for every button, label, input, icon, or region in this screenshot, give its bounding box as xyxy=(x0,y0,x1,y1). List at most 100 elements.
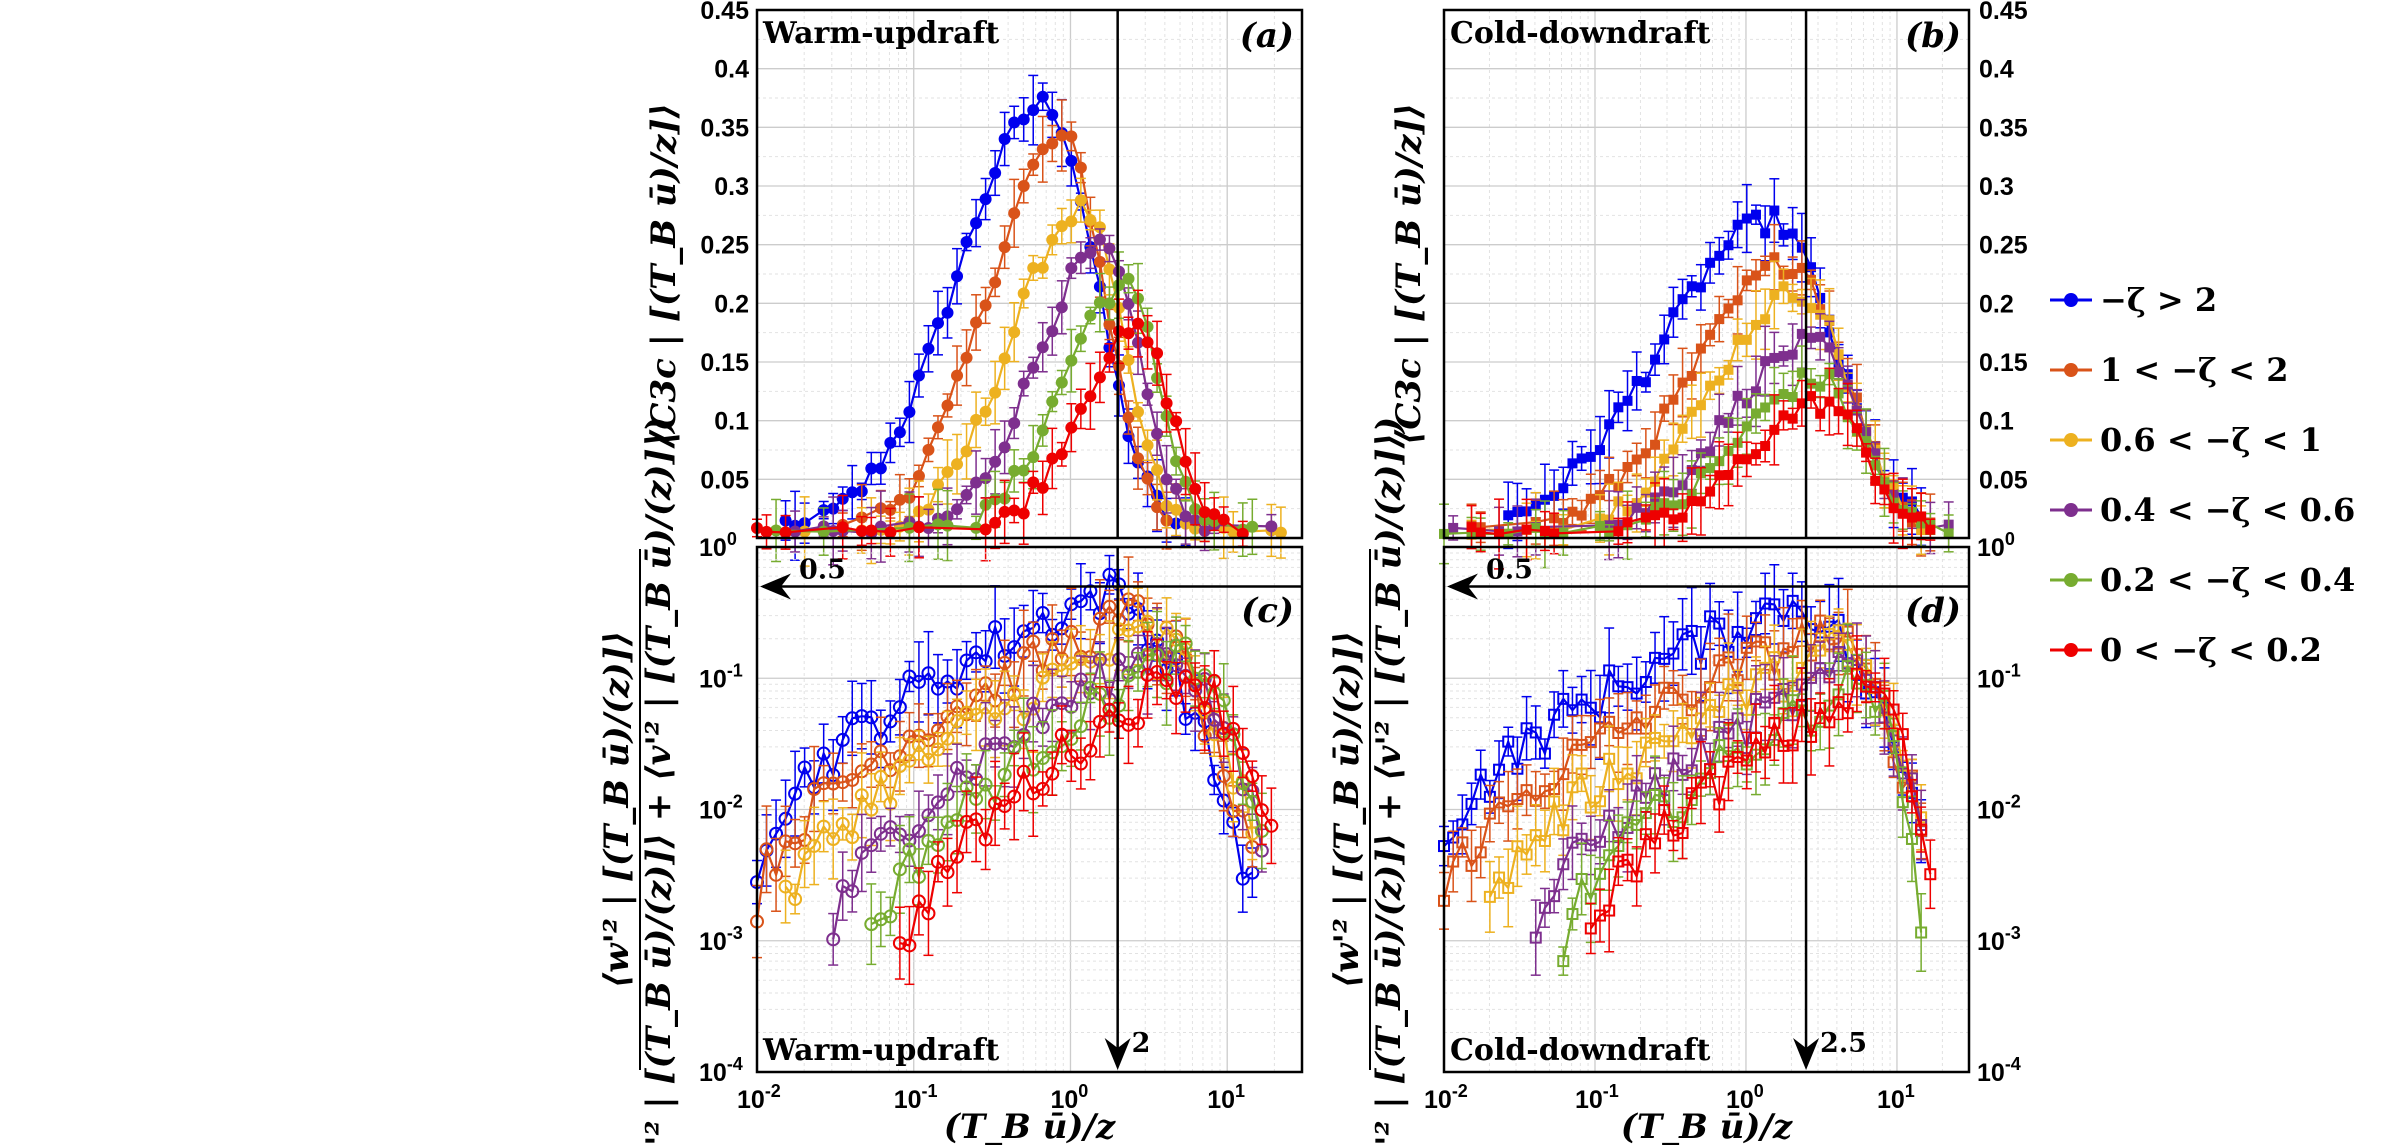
data-point xyxy=(1677,294,1688,305)
data-point xyxy=(1448,522,1459,533)
data-point xyxy=(1046,325,1059,338)
data-point xyxy=(770,524,783,537)
data-point xyxy=(1046,108,1059,121)
data-point xyxy=(1520,784,1533,797)
axes-frame xyxy=(755,8,1304,540)
data-point xyxy=(1493,871,1506,884)
data-point xyxy=(1685,787,1698,800)
data-point xyxy=(769,867,784,882)
data-point xyxy=(940,865,955,880)
data-point xyxy=(950,760,965,775)
data-point xyxy=(883,820,898,835)
data-point xyxy=(1824,342,1835,353)
data-point xyxy=(1613,402,1624,413)
y-tick-label: 10-2 xyxy=(699,792,743,825)
data-point xyxy=(1796,328,1807,339)
data-point xyxy=(1622,517,1633,528)
data-point xyxy=(1111,622,1126,637)
data-point xyxy=(1151,347,1164,360)
data-point xyxy=(1539,494,1550,505)
data-point xyxy=(1732,219,1743,230)
data-point xyxy=(1796,367,1807,378)
data-point xyxy=(864,802,879,817)
data-point xyxy=(1814,702,1827,715)
data-point xyxy=(1639,828,1652,841)
data-point xyxy=(970,413,983,426)
data-point xyxy=(1483,890,1496,903)
data-point xyxy=(1511,792,1524,805)
data-point xyxy=(1924,868,1937,881)
data-point xyxy=(1713,739,1726,752)
data-point xyxy=(1943,528,1954,539)
data-point xyxy=(997,655,1012,670)
data-point xyxy=(1677,423,1688,434)
data-point xyxy=(912,521,925,534)
data-point xyxy=(1073,672,1088,687)
data-point xyxy=(1179,455,1192,468)
data-point xyxy=(1151,501,1164,514)
y-axis-label-denominator: (⟨u'² | [(T_B ū)/(z)]⟩ + ⟨v'² | [(T_B ū)… xyxy=(1369,417,1409,1145)
data-point xyxy=(865,462,878,475)
data-point xyxy=(1036,143,1049,156)
data-point xyxy=(1796,398,1807,409)
data-point xyxy=(1026,696,1041,711)
data-point xyxy=(989,516,1002,529)
data-point xyxy=(1630,779,1643,792)
x-axis-label: (T_B ū)/z xyxy=(944,1107,1116,1145)
data-point xyxy=(1650,439,1661,450)
data-point xyxy=(1851,423,1862,434)
data-point xyxy=(1055,376,1068,389)
data-point xyxy=(1705,486,1716,497)
y-tick-label: 100 xyxy=(1977,529,2015,562)
data-point xyxy=(1630,711,1643,724)
y-tick-label: 0.2 xyxy=(714,290,749,318)
data-point xyxy=(1245,794,1260,809)
y-axis-label-denominator: (⟨u'² | [(T_B ū)/(z)]⟩ + ⟨v'² | [(T_B ū)… xyxy=(639,417,679,1145)
data-point xyxy=(1760,356,1771,367)
data-point xyxy=(1659,453,1670,464)
data-point xyxy=(1650,510,1661,521)
y-tick-label: 0.1 xyxy=(714,408,749,436)
data-point xyxy=(1566,704,1579,717)
data-point xyxy=(1760,441,1771,452)
data-point xyxy=(864,757,879,772)
data-point xyxy=(1055,129,1068,142)
data-point xyxy=(998,132,1011,145)
data-point xyxy=(1074,161,1087,174)
data-point xyxy=(816,776,831,791)
series-line xyxy=(1589,671,1932,930)
data-point xyxy=(1027,451,1040,464)
data-point xyxy=(970,316,983,329)
data-point xyxy=(1065,215,1078,228)
y-tick-label: 0.3 xyxy=(1979,173,2014,201)
data-point xyxy=(1704,763,1717,776)
data-point xyxy=(979,472,992,485)
data-point xyxy=(1217,513,1230,526)
y-tick-label: 0.45 xyxy=(1979,0,2028,25)
data-point xyxy=(1694,728,1707,741)
y-tick-label: 10-2 xyxy=(1977,792,2021,825)
legend-marker xyxy=(2064,643,2078,657)
data-point xyxy=(1833,406,1844,417)
y-tick-label: 0.4 xyxy=(714,56,749,84)
data-point xyxy=(1065,262,1078,275)
legend-marker xyxy=(2064,293,2078,307)
data-point xyxy=(1026,634,1041,649)
data-point xyxy=(921,666,936,681)
data-point xyxy=(1694,776,1707,789)
data-point xyxy=(1093,233,1106,246)
data-point xyxy=(1723,303,1734,314)
data-point xyxy=(1121,717,1136,732)
data-point xyxy=(1093,221,1106,234)
data-point xyxy=(951,503,964,516)
data-point xyxy=(1017,180,1030,193)
data-point xyxy=(1494,529,1505,540)
data-point xyxy=(1084,390,1097,403)
data-point xyxy=(1768,716,1781,729)
data-point xyxy=(1593,867,1606,880)
data-point xyxy=(1695,400,1706,411)
axes-frame xyxy=(1442,8,1971,540)
data-point xyxy=(873,826,888,841)
data-point xyxy=(835,816,850,831)
